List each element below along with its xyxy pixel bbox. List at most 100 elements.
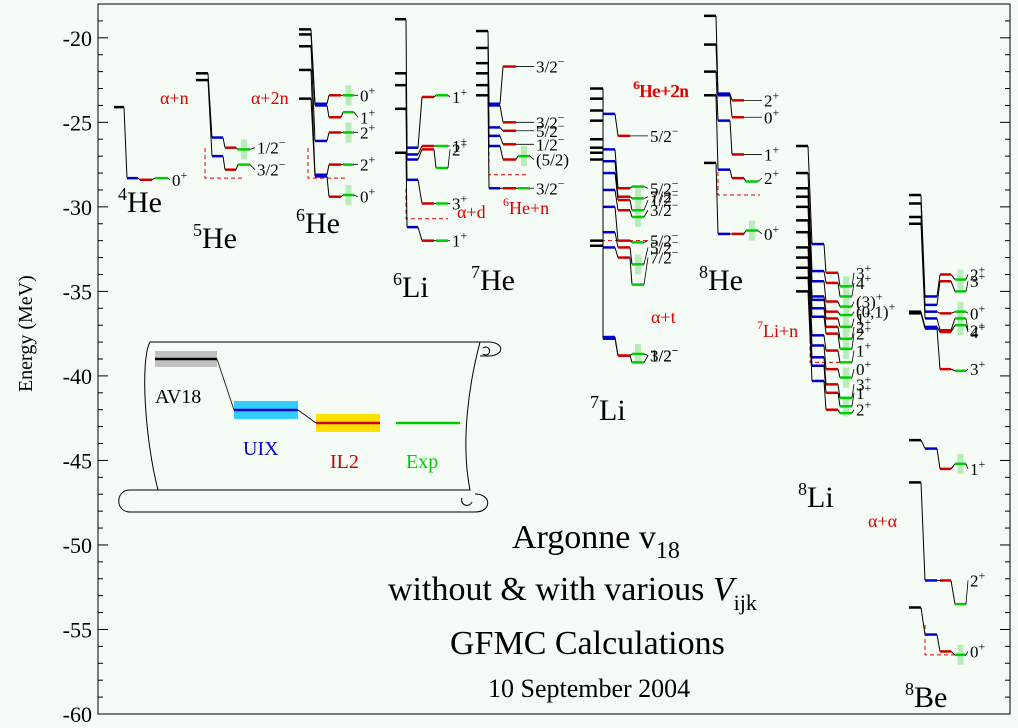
- level-label-parity: −: [558, 110, 565, 124]
- label-leader: [643, 196, 649, 199]
- level-label-parity: +: [369, 83, 376, 97]
- label-leader: [757, 177, 763, 182]
- level-label-parity: +: [773, 88, 780, 102]
- level-label-parity: −: [672, 344, 679, 358]
- threshold-label-mass: 7: [757, 318, 763, 332]
- nucleus-symbol: Li: [807, 481, 834, 514]
- level-label: 3/2−: [257, 158, 286, 180]
- level-label-parity: +: [865, 357, 872, 371]
- y-tick-label: -50: [63, 533, 92, 558]
- connector-line: [715, 162, 719, 234]
- connector-line: [326, 176, 330, 197]
- level-label-j: 1: [764, 145, 773, 164]
- level-label-j: 1: [856, 309, 865, 328]
- label-leader: [643, 186, 649, 189]
- threshold-line: [717, 165, 760, 196]
- connector-line: [614, 338, 619, 356]
- label-leader: [353, 111, 359, 118]
- connector-line: [123, 107, 128, 179]
- level-label-j: 1/2: [650, 191, 672, 210]
- level-label-parity: −: [672, 229, 679, 243]
- level-label: 2+: [970, 262, 986, 284]
- scroll-bottom-roll: [118, 489, 489, 513]
- connector-line: [936, 318, 941, 331]
- connector-line: [405, 108, 408, 180]
- level-label: 3+: [970, 357, 986, 379]
- label-leader: [447, 149, 451, 169]
- connector-line: [920, 482, 926, 581]
- level-label: (5/2): [536, 151, 569, 170]
- connector-line: [715, 71, 719, 121]
- title-line-1: Argonne v18: [512, 519, 680, 564]
- level-label: 0+: [764, 105, 780, 127]
- level-label: 2+: [360, 120, 376, 142]
- level-label: 1+: [856, 306, 872, 328]
- connector-line: [614, 113, 619, 136]
- connector-line: [715, 95, 719, 170]
- connector-line: [823, 357, 827, 385]
- nucleus-name: 8He: [699, 262, 743, 297]
- level-label-j: 5/2: [650, 179, 672, 198]
- level-label: 1+: [764, 142, 780, 164]
- level-label-parity: +: [865, 381, 872, 395]
- level-label-parity: +: [461, 137, 468, 151]
- connector-line: [629, 247, 633, 265]
- connector-line: [823, 281, 827, 302]
- level-label-j: 1: [452, 88, 461, 107]
- connector-line: [499, 135, 504, 145]
- level-label-j: 3: [970, 360, 979, 379]
- connector-line: [614, 232, 619, 248]
- legend-scroll: AV18 UIX IL2 Exp: [118, 341, 502, 513]
- scroll-curl-top: [482, 346, 491, 356]
- label-leader: [965, 318, 969, 331]
- y-tick-label: -25: [63, 110, 92, 135]
- connector-line: [807, 277, 813, 366]
- nucleus-name: 8Be: [905, 679, 947, 714]
- nucleus-symbol: Li: [402, 271, 429, 304]
- connector-line: [837, 326, 841, 339]
- connector-line: [629, 353, 633, 357]
- level-label-j: 3: [970, 272, 979, 291]
- connector-line: [950, 580, 956, 605]
- connector-line: [950, 651, 956, 656]
- connector-line: [433, 149, 437, 169]
- nucleus-symbol: He: [708, 264, 743, 297]
- connector-line: [837, 318, 841, 327]
- level-label-parity: +: [876, 290, 883, 304]
- level-label-parity: −: [672, 344, 679, 358]
- level-label: 2+: [970, 568, 986, 590]
- connector-line: [837, 272, 841, 287]
- connector-line: [614, 206, 619, 241]
- y-tick-label: -60: [63, 702, 92, 727]
- level-label: 1/2−: [650, 344, 679, 366]
- threshold-label: α+α: [868, 511, 898, 531]
- threshold-label: 6He+n: [503, 195, 549, 218]
- level-label-parity: +: [369, 153, 376, 167]
- level-label: 2+: [856, 315, 872, 337]
- level-label: 1/2−: [650, 188, 679, 210]
- threshold-label-text: He+2n: [640, 81, 689, 101]
- level-label: 5/2−: [650, 176, 679, 198]
- connector-line: [837, 409, 841, 414]
- level-label-parity: −: [558, 119, 565, 133]
- connector-line: [417, 96, 423, 148]
- level-label-parity: +: [461, 134, 468, 148]
- level-label-j: 5/2: [650, 238, 672, 257]
- connector-line: [743, 177, 747, 182]
- level-label-parity: +: [979, 262, 986, 276]
- connector-line: [629, 240, 633, 243]
- level-label-j: 3: [856, 375, 865, 394]
- level-label-parity: −: [279, 136, 286, 150]
- label-leader: [643, 210, 649, 218]
- level-label-j: 1: [452, 232, 461, 251]
- label-leader: [851, 318, 855, 327]
- connector-line: [326, 132, 330, 142]
- connector-line: [950, 324, 956, 333]
- level-label: 5/2−: [650, 124, 679, 146]
- level-label-parity: +: [865, 261, 872, 275]
- connector-line: [823, 380, 827, 410]
- connector-line: [729, 93, 733, 101]
- level-label-parity: +: [979, 320, 986, 334]
- connector-line: [629, 210, 633, 218]
- title-line-4: 10 September 2004: [488, 674, 690, 703]
